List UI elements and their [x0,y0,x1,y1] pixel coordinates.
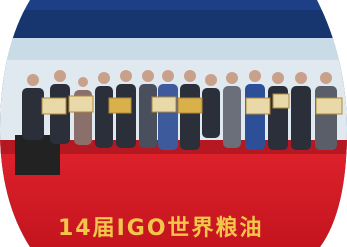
ceiling-band [0,10,347,40]
stage-text: 14届IGO世界粮油 [58,215,264,241]
photo: 14届IGO世界粮油 [0,0,347,247]
backdrop-banner [0,38,347,60]
scene: 14届IGO世界粮油 [0,0,347,247]
page: {"stage_text": "14届IGO世界粮油"} [0,0,347,247]
